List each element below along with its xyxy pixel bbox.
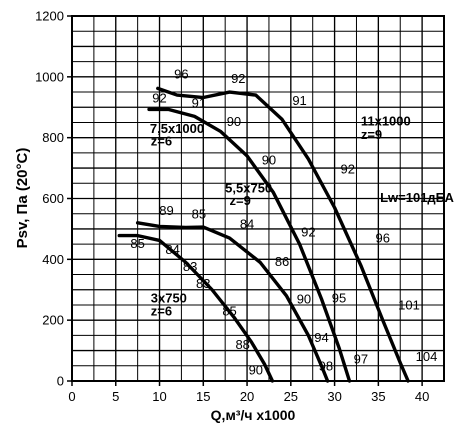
curve-value-label: 85 [192,206,206,221]
chart-axes [67,15,445,386]
curve-annotation-label: Lw=101дБА [380,190,454,205]
curve-annotation-label: 11x1000 [361,114,411,129]
curve-annotation-label: z=9 [361,127,382,142]
y-tick-label: 400 [42,252,64,267]
x-tick-label: 40 [415,389,429,404]
y-axis-label: Psv, Па (20°C) [14,148,31,249]
curve-value-label: 95 [332,291,346,306]
y-tick-label: 1200 [35,9,64,24]
x-tick-label: 10 [152,389,166,404]
curve-annotation-label: z=6 [151,304,172,319]
x-axis-label: Q,м³/ч x1000 [211,407,296,423]
series-7-5x1000-z-6 [147,107,352,383]
y-tick-label: 1000 [35,69,64,84]
curve-value-label: 97 [354,351,368,366]
x-tick-label: 5 [112,389,119,404]
curve-value-label: 91 [192,95,206,110]
curve-value-label: 104 [416,349,438,364]
curve-value-label: 88 [235,337,249,352]
series-11x1000-z-9 [156,86,410,383]
y-tick-label: 600 [42,191,64,206]
curve-value-label: 90 [249,362,263,377]
curve-value-label: 101 [398,298,420,313]
curve-value-label: 90 [262,152,276,167]
curve-value-label: 85 [222,304,236,319]
performance-curves [117,86,410,383]
y-tick-label: 0 [57,374,64,389]
curve-annotation-label: 5,5x750 [225,180,272,195]
performance-curve-line [156,86,410,383]
curve-value-label: 96 [174,66,188,81]
curve-annotation-label: z=6 [151,133,172,148]
curve-value-label: 94 [314,330,328,345]
curve-annotation-label: 7,5x1000 [150,121,204,136]
curve-value-label: 83 [196,276,210,291]
curve-value-label: 90 [297,291,311,306]
x-tick-label: 30 [327,389,341,404]
curve-value-label: 86 [275,254,289,269]
curve-value-label: 85 [130,236,144,251]
curve-value-label: 96 [375,231,389,246]
curve-value-label: 92 [231,71,245,86]
x-tick-label: 35 [371,389,385,404]
y-tick-label: 200 [42,313,64,328]
curve-value-label: 84 [165,242,179,257]
series-5-5x750-z-9 [135,221,330,383]
y-tick-label: 800 [42,130,64,145]
x-tick-label: 0 [68,389,75,404]
curve-annotation-label: 3x750 [151,291,187,306]
curve-value-label: 83 [183,259,197,274]
curve-value-label: 92 [301,225,315,240]
x-tick-label: 15 [196,389,210,404]
grid-lines [71,15,445,382]
performance-curve-line [147,107,352,383]
curve-value-label: 92 [340,161,354,176]
curve-value-label: 92 [152,91,166,106]
curve-value-label: 98 [319,358,333,373]
x-tick-label: 20 [240,389,254,404]
x-tick-label: 25 [284,389,298,404]
curve-value-label: 90 [227,114,241,129]
curve-value-label: 91 [292,93,306,108]
curve-value-label: 84 [240,216,254,231]
curve-annotation-label: z=9 [230,193,251,208]
curve-value-label: 89 [159,203,173,218]
performance-curve-line [135,221,330,383]
